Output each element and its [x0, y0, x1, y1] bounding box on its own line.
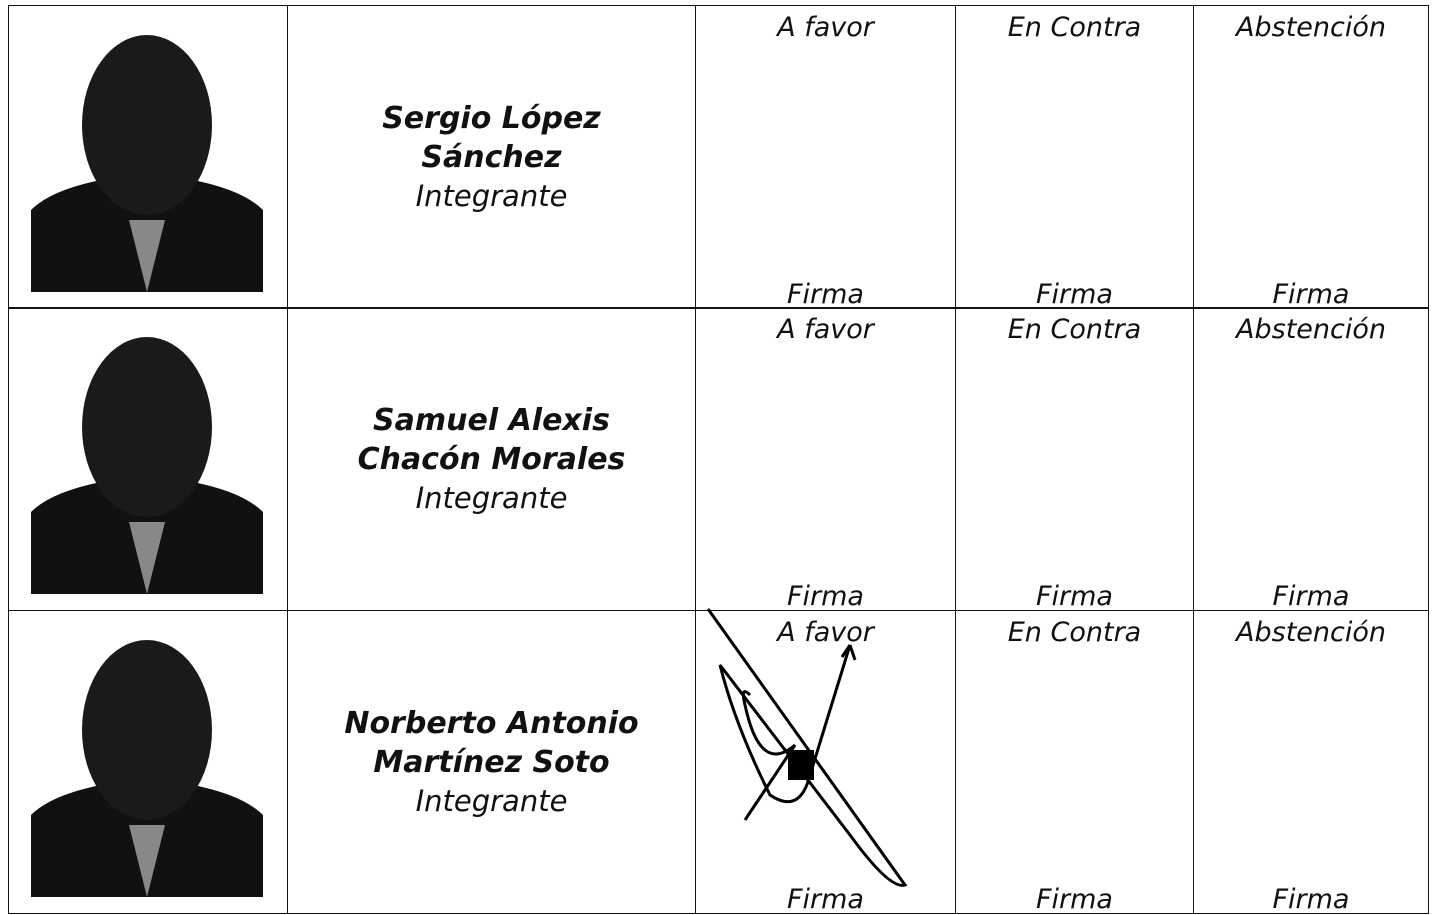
signature-label: Firma: [1272, 884, 1350, 915]
member-name: Martínez Soto: [373, 745, 610, 780]
member-name: Chacón Morales: [357, 442, 626, 477]
vote-label: Abstención: [1236, 617, 1386, 648]
vote-cell: En Contra Firma: [955, 307, 1194, 611]
vote-label: A favor: [777, 12, 874, 43]
vote-label: En Contra: [1007, 617, 1142, 648]
photo: [31, 30, 263, 292]
vote-label: En Contra: [1007, 314, 1142, 345]
signature-label: Firma: [787, 581, 864, 612]
vote-label: Abstención: [1236, 12, 1386, 43]
member-role: Integrante: [415, 784, 568, 818]
vote-cell: En Contra Firma: [955, 5, 1194, 309]
member-name: Sergio López: [382, 101, 601, 136]
vote-label: A favor: [777, 617, 874, 648]
vote-label: A favor: [777, 314, 874, 345]
vote-cell: En Contra Firma: [955, 610, 1194, 914]
vote-cell: Abstención Firma: [1193, 5, 1429, 309]
photo: [31, 332, 263, 594]
member-name: Sánchez: [421, 140, 562, 175]
member-role: Integrante: [415, 481, 568, 515]
vote-cell: A favor Firma: [695, 5, 956, 309]
signature-label: Firma: [1272, 581, 1350, 612]
name-cell: Samuel Alexis Chacón Morales Integrante: [287, 307, 696, 611]
member-name: Norberto Antonio: [344, 706, 639, 741]
name-cell: Sergio López Sánchez Integrante: [287, 5, 696, 309]
vote-cell: Abstención Firma: [1193, 610, 1429, 914]
signature-label: Firma: [787, 279, 864, 310]
photo-cell: [8, 5, 288, 309]
photo-cell: [8, 610, 288, 914]
vote-cell: A favor Firma: [695, 307, 956, 611]
signature-label: Firma: [787, 884, 864, 915]
member-name: Samuel Alexis: [373, 403, 610, 438]
signature-label: Firma: [1272, 279, 1350, 310]
photo-cell: [8, 307, 288, 611]
signature-label: Firma: [1036, 279, 1113, 310]
signature-label: Firma: [1036, 581, 1113, 612]
vote-label: Abstención: [1236, 314, 1386, 345]
signature: [706, 608, 908, 887]
photo: [31, 635, 263, 897]
signature-label: Firma: [1036, 884, 1113, 915]
vote-label: En Contra: [1007, 12, 1142, 43]
name-cell: Norberto Antonio Martínez Soto Integrante: [287, 610, 696, 914]
vote-cell: Abstención Firma: [1193, 307, 1429, 611]
member-role: Integrante: [415, 179, 568, 213]
